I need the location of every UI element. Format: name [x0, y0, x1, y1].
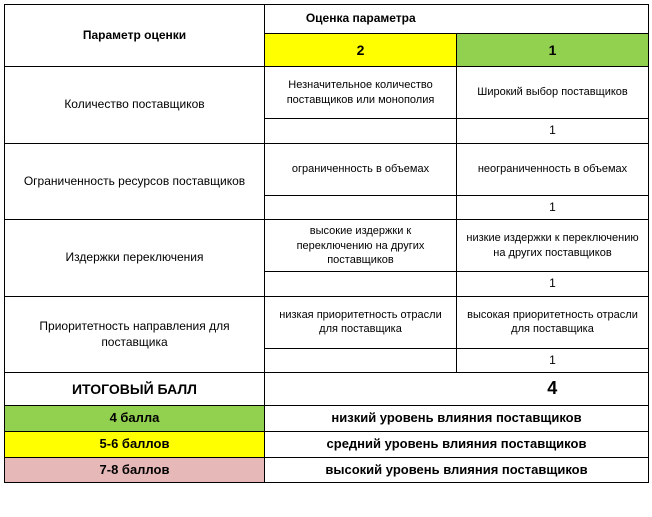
value-cell-2 [265, 119, 457, 144]
summary-text: низкий уровень влияния поставщиков [265, 405, 649, 431]
summary-label: 4 балла [5, 405, 265, 431]
table-row: Количество поставщиков Незначительное ко… [5, 67, 649, 119]
value-cell-1: 1 [457, 348, 649, 373]
header-score-1: 1 [457, 34, 649, 67]
value-cell-2 [265, 195, 457, 220]
row-label: Количество поставщиков [5, 67, 265, 144]
summary-label: 7-8 баллов [5, 457, 265, 483]
value-cell-1: 1 [457, 195, 649, 220]
row-label: Приоритетность направления для поставщик… [5, 296, 265, 373]
desc-cell-1: неограниченность в объемах [457, 143, 649, 195]
value-cell-2 [265, 272, 457, 297]
summary-row: 4 балла низкий уровень влияния поставщик… [5, 405, 649, 431]
header-score-label: Оценка параметра [265, 5, 457, 34]
table-row: Приоритетность направления для поставщик… [5, 296, 649, 348]
total-spacer [265, 373, 457, 405]
total-row: ИТОГОВЫЙ БАЛЛ 4 [5, 373, 649, 405]
summary-label: 5-6 баллов [5, 431, 265, 457]
total-value: 4 [457, 373, 649, 405]
summary-text: средний уровень влияния поставщиков [265, 431, 649, 457]
value-cell-1: 1 [457, 119, 649, 144]
value-cell-1: 1 [457, 272, 649, 297]
header-empty-cell [457, 5, 649, 34]
row-label: Ограниченность ресурсов поставщиков [5, 143, 265, 220]
value-cell-2 [265, 348, 457, 373]
summary-row: 5-6 баллов средний уровень влияния поста… [5, 431, 649, 457]
header-score-2: 2 [265, 34, 457, 67]
summary-text: высокий уровень влияния поставщиков [265, 457, 649, 483]
header-row-1: Параметр оценки Оценка параметра [5, 5, 649, 34]
desc-cell-2: ограниченность в объемах [265, 143, 457, 195]
header-param-label: Параметр оценки [5, 5, 265, 67]
desc-cell-2: низкая приоритетность отрасли для постав… [265, 296, 457, 348]
desc-cell-2: высокие издержки к переключению на други… [265, 220, 457, 272]
summary-row: 7-8 баллов высокий уровень влияния поста… [5, 457, 649, 483]
table-row: Ограниченность ресурсов поставщиков огра… [5, 143, 649, 195]
total-label: ИТОГОВЫЙ БАЛЛ [5, 373, 265, 405]
desc-cell-1: Широкий выбор поставщиков [457, 67, 649, 119]
desc-cell-1: высокая приоритетность отрасли для поста… [457, 296, 649, 348]
table-row: Издержки переключения высокие издержки к… [5, 220, 649, 272]
desc-cell-1: низкие издержки к переключению на других… [457, 220, 649, 272]
evaluation-table: Параметр оценки Оценка параметра 2 1 Кол… [4, 4, 649, 483]
row-label: Издержки переключения [5, 220, 265, 297]
desc-cell-2: Незначительное количество поставщиков ил… [265, 67, 457, 119]
